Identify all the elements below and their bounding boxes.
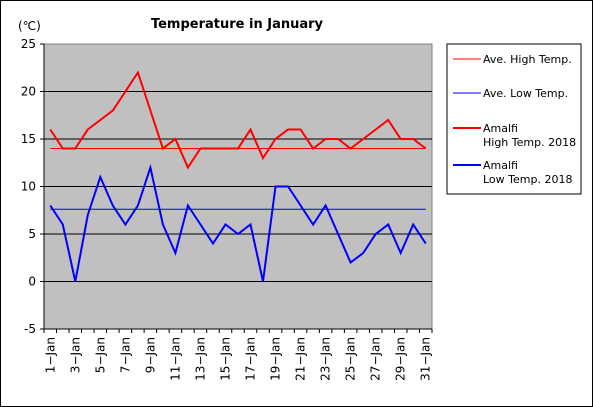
x-tick-label: 7−Jan [118, 337, 132, 373]
series-line-amalfi-high-temp-2018 [49, 70, 427, 170]
chart-title: Temperature in January [151, 17, 324, 32]
y-tick-label: 10 [21, 180, 36, 194]
x-tick-label: 13−Jan [193, 337, 207, 381]
x-tick-label: 17−Jan [244, 337, 258, 381]
y-tick-label: 0 [28, 275, 36, 289]
x-tick-label: 21−Jan [294, 337, 308, 381]
legend: Ave. High Temp.Ave. Low Temp.AmalfiHigh … [446, 43, 582, 195]
legend-label: Ave. High Temp. [483, 53, 572, 66]
x-tick-label: 15−Jan [218, 337, 232, 381]
legend-label: Amalfi [483, 122, 518, 135]
x-tick-label: 31−Jan [419, 337, 433, 381]
x-tick-label: 27−Jan [369, 337, 383, 381]
y-tick-label: -5 [24, 322, 36, 336]
y-tick-label: 5 [28, 227, 36, 241]
y-tick-label: 20 [21, 85, 36, 99]
y-tick-label: 15 [21, 132, 36, 146]
x-tick-label: 9−Jan [143, 337, 157, 373]
x-tick-label: 3−Jan [68, 337, 82, 373]
x-tick-label: 25−Jan [344, 337, 358, 381]
y-tick-label: 25 [21, 37, 36, 51]
x-tick-label: 23−Jan [319, 337, 333, 381]
x-tick-label: 29−Jan [394, 337, 408, 381]
series-line-amalfi-low-temp-2018 [49, 163, 427, 282]
legend-label: High Temp. 2018 [483, 136, 576, 149]
legend-label: Amalfi [483, 159, 518, 172]
x-tick-label: 5−Jan [93, 337, 107, 373]
x-tick-label: 1−Jan [43, 337, 57, 373]
legend-label: Ave. Low Temp. [483, 87, 568, 100]
x-tick-label: 19−Jan [269, 337, 283, 381]
legend-box [446, 43, 582, 195]
legend-label: Low Temp. 2018 [483, 173, 572, 186]
y-axis-unit-label: (℃) [18, 19, 41, 33]
x-tick-label: 11−Jan [168, 337, 182, 381]
plot-area: 25 20 15 10 5 0 -5 1−Jan 3−Jan 5−Jan 7−Jan 9−Jan 11−… [21, 37, 433, 381]
